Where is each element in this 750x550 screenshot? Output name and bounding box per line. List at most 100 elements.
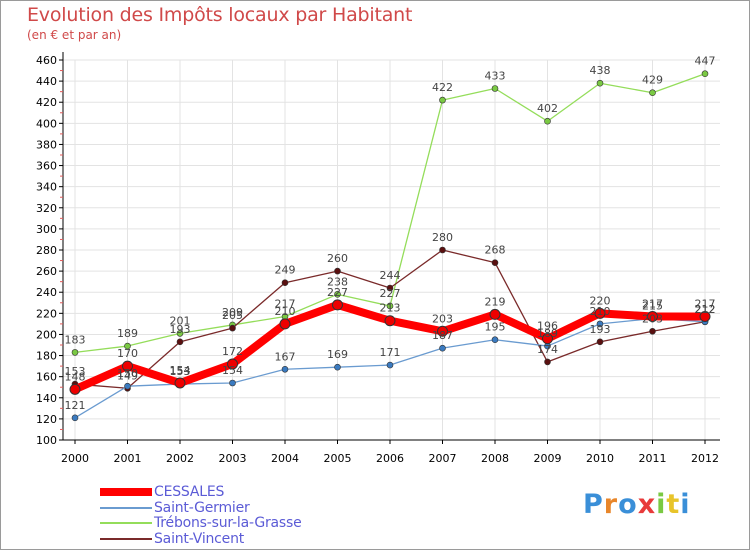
- data-label-saint-germier: 171: [380, 346, 401, 359]
- data-label-cessales: 210: [275, 305, 296, 318]
- data-label-saint-germier: 121: [65, 399, 86, 412]
- data-point-saint-germier: [229, 379, 236, 387]
- data-point-saint-vincent: [176, 338, 184, 346]
- data-point-tr-bons-sur-la-grasse: [544, 117, 551, 125]
- data-label-cessales: 172: [222, 345, 243, 358]
- logo-letter: t: [666, 489, 681, 520]
- y-tick-label: 180: [36, 350, 57, 363]
- y-axis-ticks: 100 120 140 160 180 200 220 240 260 280 300 320 340 3…: [36, 54, 63, 447]
- data-labels: 183 1892012092172382274224334024384294471…: [65, 55, 716, 412]
- data-label-saint-vincent: 249: [275, 264, 296, 277]
- x-tick-label: 2009: [534, 452, 562, 465]
- data-label-saint-vincent: 203: [642, 312, 663, 325]
- data-label-cessales: 148: [65, 370, 86, 383]
- data-point-saint-vincent: [439, 246, 446, 254]
- data-point-saint-germier: [386, 361, 394, 369]
- data-point-tr-bons-sur-la-grasse: [491, 85, 499, 92]
- data-label-saint-germier: 189: [537, 327, 558, 340]
- x-tick-label: 2010: [586, 452, 614, 465]
- legend-swatch: [100, 506, 152, 509]
- data-point-cessales: [122, 360, 133, 372]
- x-axis-ticks: 2000 2001 2002 2003 2004 2005 2006 2007 2008 2009…: [61, 440, 719, 465]
- data-label-saint-vincent: 280: [432, 231, 453, 244]
- y-tick-label: 140: [36, 392, 57, 405]
- data-label-saint-vincent: 193: [590, 323, 611, 336]
- x-tick-label: 2011: [639, 452, 667, 465]
- data-label-saint-germier: 153: [170, 365, 191, 378]
- data-label-saint-germier: 212: [695, 303, 716, 316]
- x-tick-label: 2005: [324, 452, 352, 465]
- x-tick-label: 2008: [481, 452, 509, 465]
- legend-swatch: [100, 488, 152, 496]
- data-label-saint-vincent: 205: [222, 309, 243, 322]
- data-label-saint-germier: 167: [275, 350, 296, 363]
- legend-label: Saint-Vincent: [154, 530, 245, 547]
- data-label-tr-bons-sur-la-grasse: 238: [327, 275, 348, 288]
- data-point-cessales: [594, 307, 606, 319]
- x-tick-label: 2006: [376, 452, 404, 465]
- data-point-cessales: [384, 315, 396, 327]
- data-point-saint-vincent: [491, 259, 499, 266]
- data-label-tr-bons-sur-la-grasse: 209: [222, 306, 243, 319]
- data-label-saint-germier: 169: [327, 348, 348, 361]
- data-point-cessales: [699, 311, 711, 322]
- axes: [60, 52, 720, 441]
- data-point-tr-bons-sur-la-grasse: [701, 70, 709, 78]
- y-tick-label: 160: [36, 371, 57, 384]
- data-label-cessales: 227: [327, 286, 348, 299]
- grid-lines: [63, 59, 720, 440]
- y-tick-label: 420: [36, 96, 57, 109]
- y-tick-label: 260: [36, 265, 57, 278]
- data-point-saint-germier: [334, 363, 341, 371]
- data-label-cessales: 217: [695, 298, 716, 311]
- y-tick-label: 400: [36, 117, 57, 130]
- data-label-tr-bons-sur-la-grasse: 183: [65, 333, 86, 346]
- data-point-tr-bons-sur-la-grasse: [386, 302, 394, 310]
- data-label-saint-germier: 154: [222, 364, 243, 377]
- data-label-tr-bons-sur-la-grasse: 447: [695, 55, 716, 68]
- logo-letter: P: [583, 489, 604, 520]
- y-tick-label: 120: [36, 413, 57, 426]
- data-point-cessales: [332, 299, 343, 311]
- data-point-cessales: [279, 318, 291, 330]
- y-tick-label: 440: [36, 75, 57, 88]
- x-tick-label: 2007: [429, 452, 457, 465]
- data-point-tr-bons-sur-la-grasse: [124, 342, 131, 350]
- legend-label: Trébons-sur-la-Grasse: [154, 515, 302, 531]
- data-point-saint-germier: [596, 320, 604, 328]
- chart-subtitle: (en € et par an): [27, 28, 122, 42]
- data-label-saint-germier: 150: [117, 367, 138, 380]
- data-label-tr-bons-sur-la-grasse: 227: [380, 287, 401, 300]
- y-tick-label: 100: [36, 434, 57, 447]
- data-label-tr-bons-sur-la-grasse: 189: [117, 327, 138, 340]
- y-tick-label: 280: [36, 244, 57, 257]
- data-point-saint-vincent: [281, 279, 289, 287]
- data-point-tr-bons-sur-la-grasse: [439, 96, 446, 104]
- x-tick-label: 2002: [166, 452, 194, 465]
- chart-title: Evolution des Impôts locaux par Habitant: [27, 4, 413, 26]
- y-tick-label: 300: [36, 223, 57, 236]
- data-label-cessales: 170: [117, 347, 138, 360]
- data-label-cessales: 154: [170, 364, 191, 377]
- x-tick-label: 2004: [271, 452, 299, 465]
- data-point-tr-bons-sur-la-grasse: [649, 89, 656, 97]
- logo-letter: o: [618, 489, 638, 520]
- data-label-tr-bons-sur-la-grasse: 433: [485, 70, 506, 83]
- data-point-saint-vincent: [544, 358, 551, 366]
- data-point-saint-vincent: [649, 327, 656, 335]
- data-label-saint-vincent: 212: [695, 303, 716, 316]
- data-label-saint-vincent: 153: [65, 365, 86, 378]
- data-label-cessales: 196: [537, 320, 558, 333]
- data-point-cessales: [69, 383, 81, 395]
- data-label-saint-germier: 210: [590, 305, 611, 318]
- data-point-cessales: [227, 358, 238, 370]
- data-label-saint-vincent: 268: [485, 244, 506, 257]
- logo-letter: i: [680, 489, 691, 520]
- y-tick-label: 360: [36, 160, 57, 173]
- data-label-tr-bons-sur-la-grasse: 201: [170, 314, 191, 327]
- data-point-tr-bons-sur-la-grasse: [71, 349, 79, 356]
- data-point-cessales: [174, 377, 186, 389]
- data-point-tr-bons-sur-la-grasse: [596, 79, 604, 87]
